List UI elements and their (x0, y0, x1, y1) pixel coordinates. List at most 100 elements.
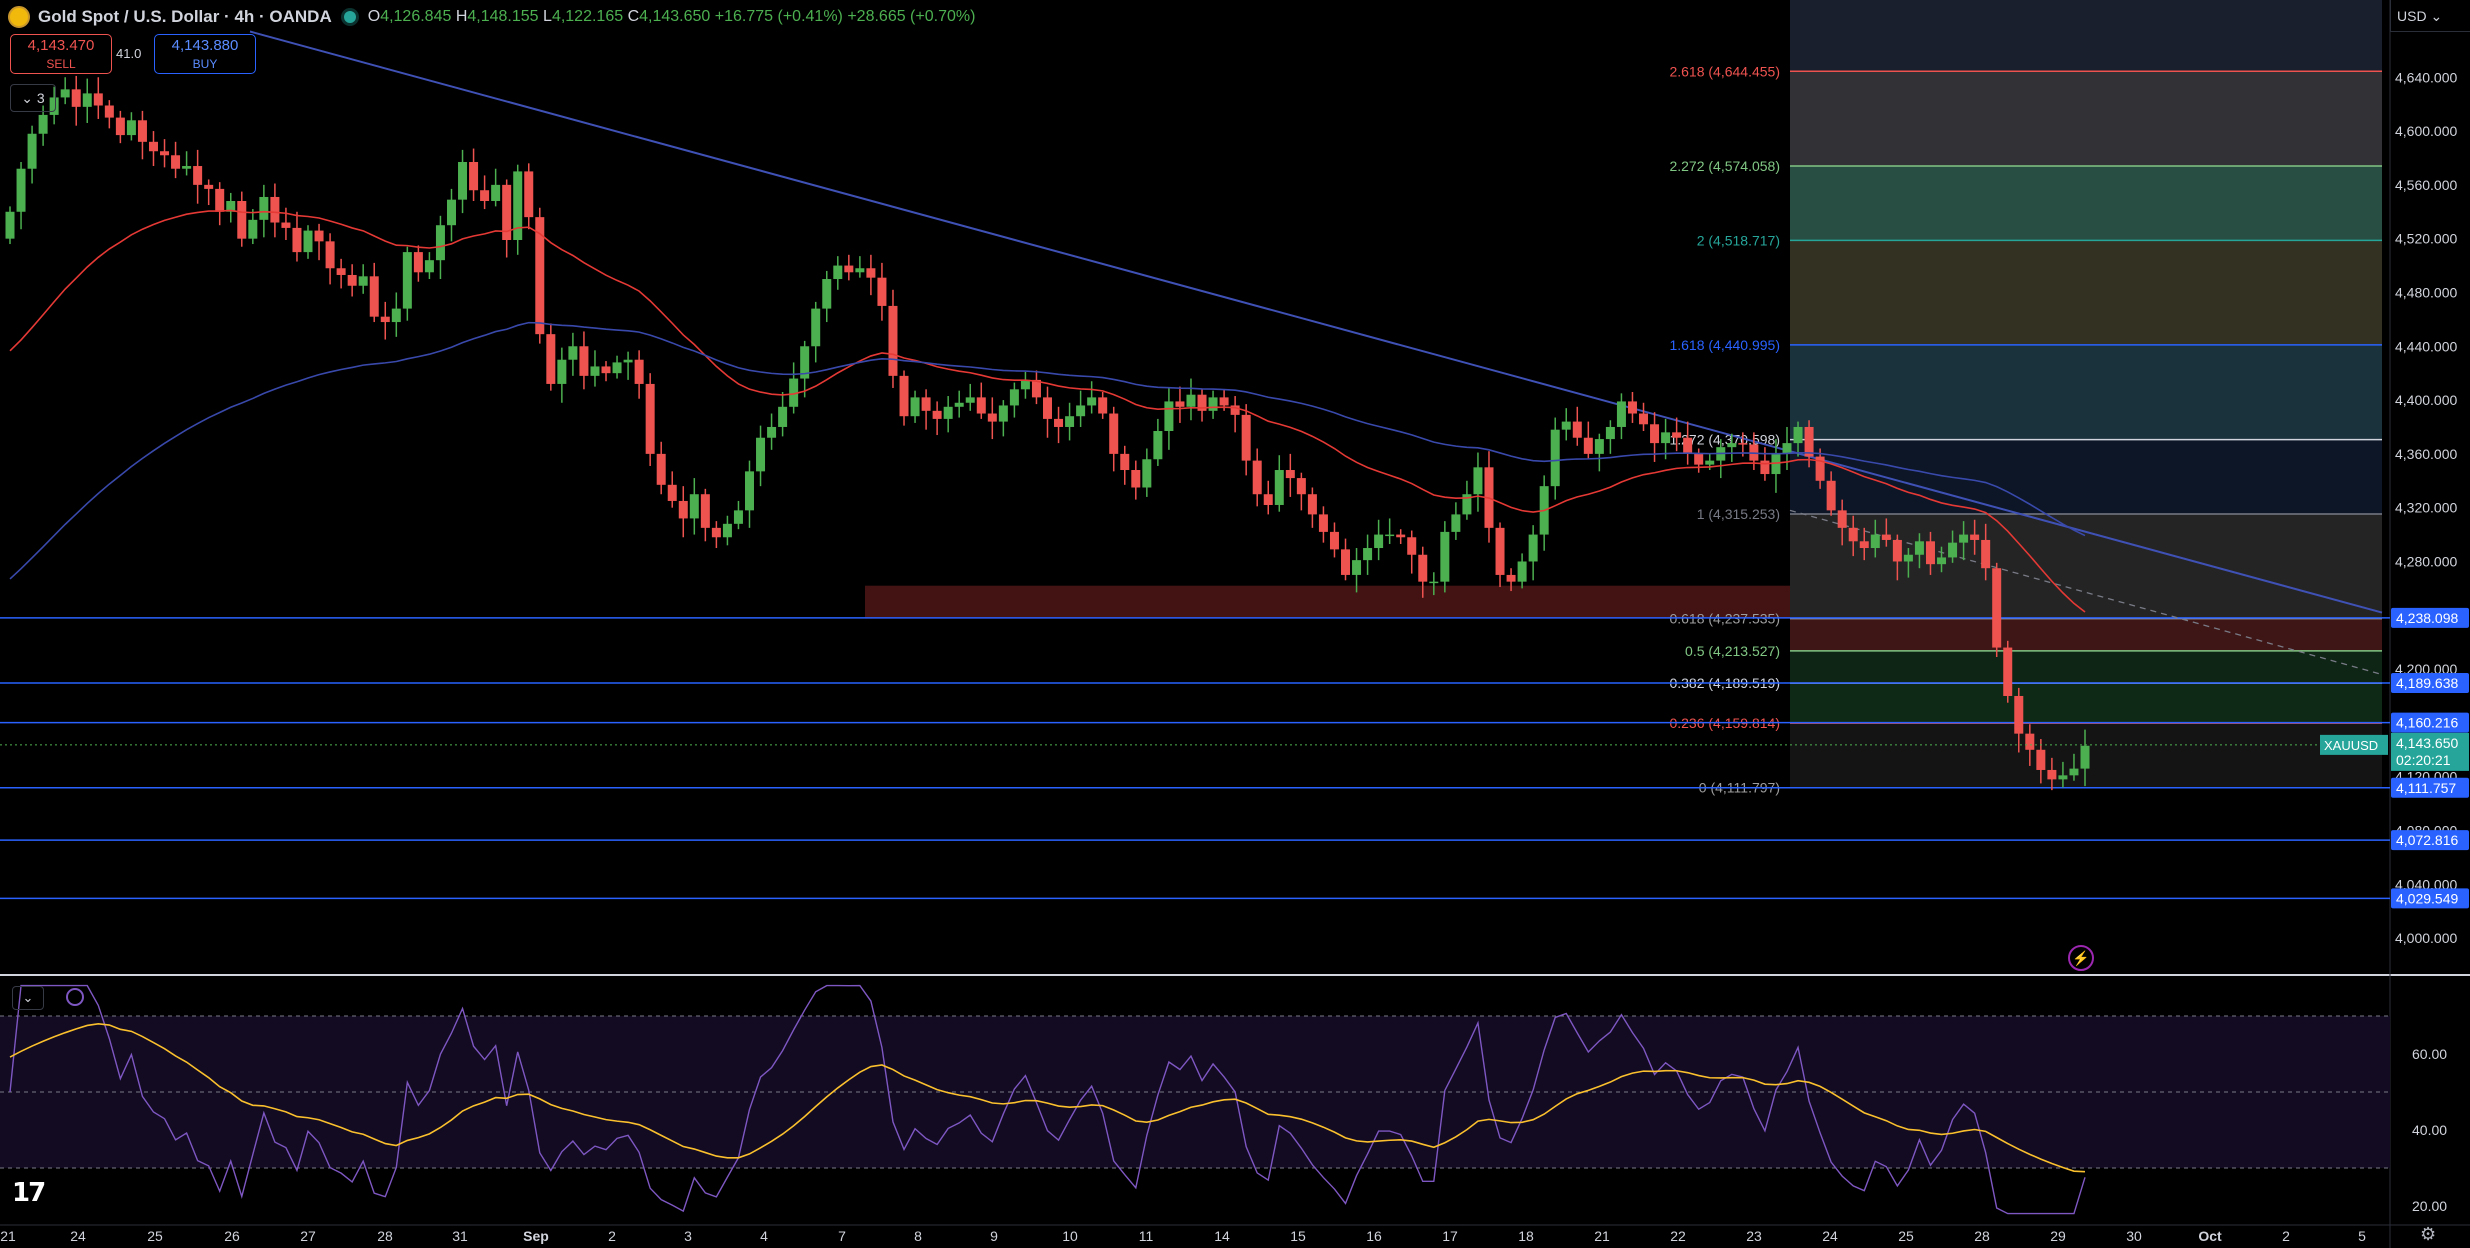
price-tick-label: 4,600.000 (2395, 123, 2457, 139)
price-tick-label: 4,520.000 (2395, 231, 2457, 247)
candle-body (1197, 394, 1207, 411)
candle-body (292, 227, 302, 253)
price-line-badge (2391, 777, 2469, 798)
symbol-title[interactable]: Gold Spot / U.S. Dollar · 4h · OANDA (38, 7, 332, 26)
candle-body (336, 268, 346, 275)
chart-header: Gold Spot / U.S. Dollar · 4h · OANDA O4,… (8, 4, 975, 30)
candle-body (1329, 531, 1339, 550)
trendline (249, 30, 2383, 614)
candle-body (226, 201, 236, 212)
candle-body (546, 334, 556, 384)
candle-body (700, 494, 710, 528)
candle-body (998, 405, 1008, 422)
fib-label: 0.618 (4,237.535) (1669, 611, 1780, 627)
candle-body (1098, 397, 1108, 414)
candle-body (1363, 548, 1373, 561)
candle-body (844, 265, 854, 273)
candle-body (1230, 405, 1240, 415)
price-line-badge (2391, 673, 2469, 694)
candle-body (1418, 554, 1428, 582)
candle-body (800, 346, 810, 379)
time-tick-label: 25 (1898, 1228, 1914, 1244)
buy-button[interactable]: 4,143.880 BUY (154, 34, 256, 74)
price-line-label: 4,238.098 (2396, 610, 2458, 626)
sell-button[interactable]: 4,143.470 SELL (10, 34, 112, 74)
candle-body (833, 265, 843, 280)
candle-body (601, 366, 611, 374)
time-tick-label: 15 (1290, 1228, 1306, 1244)
candle-body (1639, 413, 1649, 425)
candle-body (1274, 470, 1284, 505)
candle-body (733, 510, 743, 524)
time-tick-label: 4 (760, 1228, 768, 1244)
candle-body (2047, 769, 2057, 780)
lightning-icon[interactable]: ⚡ (2068, 945, 2094, 971)
candle-body (435, 225, 445, 261)
sell-label: SELL (46, 57, 76, 71)
candle-body (1440, 531, 1450, 582)
time-tick-label: 5 (2358, 1228, 2366, 1244)
rsi-collapse-button[interactable]: ⌄ (12, 986, 44, 1010)
gear-icon[interactable]: ⚙ (2420, 1224, 2437, 1244)
candle-body (160, 151, 170, 156)
candle-body (1396, 534, 1406, 538)
time-tick-label: 10 (1062, 1228, 1078, 1244)
time-tick-label: 28 (1974, 1228, 1990, 1244)
price-tick-label: 4,480.000 (2395, 284, 2457, 300)
indicator-collapse-button[interactable]: ⌄ 3 (10, 84, 56, 112)
price-line-label: 4,111.757 (2396, 780, 2456, 796)
price-line-label: 4,072.816 (2396, 832, 2458, 848)
candle-body (314, 230, 324, 242)
candle-body (71, 89, 81, 107)
candle-body (1429, 581, 1439, 584)
candle-body (1131, 470, 1141, 488)
price-tick-label: 4,360.000 (2395, 446, 2457, 462)
chevron-down-icon: ⌄ (2430, 8, 2443, 24)
candle-body (1186, 394, 1196, 407)
candle-body (1914, 541, 1924, 555)
rsi-sync-icon[interactable] (66, 988, 84, 1006)
price-line-badge (2391, 888, 2469, 909)
candle-body (259, 196, 269, 220)
time-tick-label: 24 (70, 1228, 86, 1244)
candle-body (1826, 480, 1836, 511)
candle-body (1517, 561, 1527, 582)
candle-body (1738, 443, 1748, 445)
buy-label: BUY (192, 57, 218, 71)
candle-body (1385, 534, 1395, 537)
candle-body (1285, 470, 1295, 479)
candle-body (1981, 539, 1991, 569)
price-tick-label: 4,040.000 (2395, 876, 2457, 892)
fib-label: 1.618 (4,440.995) (1669, 337, 1780, 353)
candle-body (722, 523, 732, 538)
chevron-down-icon: ⌄ (21, 90, 34, 106)
candle-body (1506, 574, 1516, 582)
price-tick-label: 4,560.000 (2395, 177, 2457, 193)
candle-body (1153, 431, 1163, 460)
time-tick-label: 24 (1822, 1228, 1838, 1244)
candle-body (27, 133, 37, 169)
candle-body (954, 402, 964, 407)
price-line-badge (2391, 607, 2469, 628)
candle-body (767, 426, 777, 438)
candle-body (1175, 401, 1185, 407)
ma-blue-line (9, 321, 2086, 580)
currency-selector[interactable]: USD ⌄ (2390, 0, 2470, 32)
fib-zone (1790, 650, 2382, 684)
fib-zone (1790, 439, 2382, 515)
candle-body (811, 308, 821, 347)
price-line-label: 4,029.549 (2396, 890, 2458, 906)
candle-body (623, 359, 633, 363)
candle-body (1550, 429, 1560, 487)
candle-body (634, 359, 644, 384)
candle-body (1892, 539, 1902, 562)
time-tick-label: 7 (838, 1228, 846, 1244)
fib-zone (1790, 344, 2382, 440)
candle-body (568, 346, 578, 360)
candle-body (976, 397, 986, 414)
time-tick-label: 23 (1746, 1228, 1762, 1244)
candle-body (2036, 749, 2046, 770)
time-tick-label: 18 (1518, 1228, 1534, 1244)
candle-body (1142, 459, 1152, 488)
